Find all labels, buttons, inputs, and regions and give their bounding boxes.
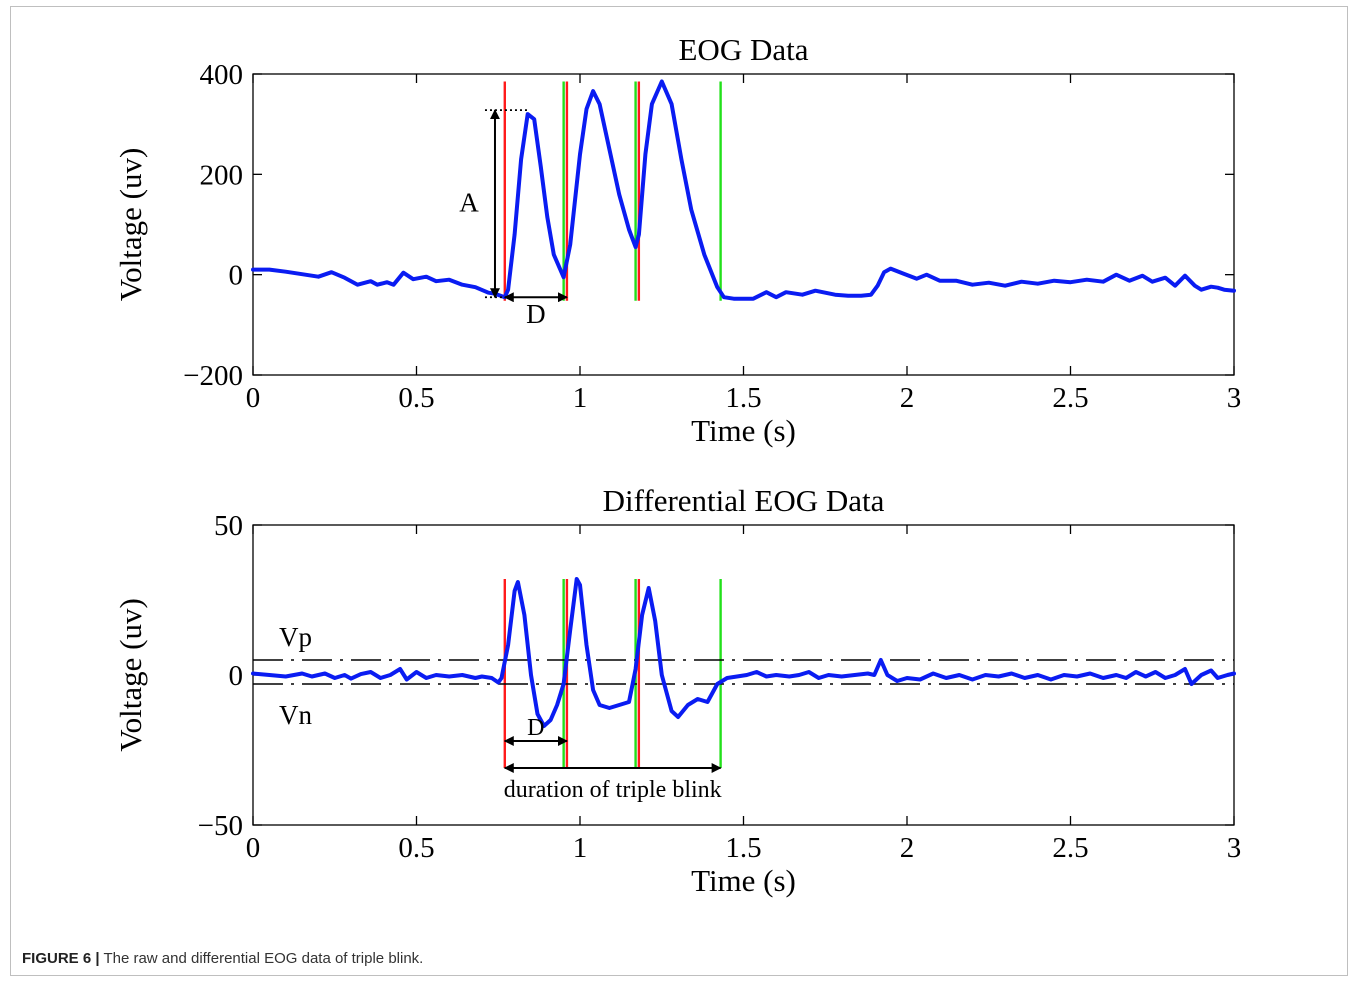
x-tick-label: 1.5 (725, 382, 761, 414)
duration-label: D (526, 299, 546, 329)
plot-area-frame (252, 73, 1235, 376)
chart-title: Differential EOG Data (603, 483, 885, 518)
threshold-label: Vp (279, 622, 312, 652)
x-tick-label: 3 (1227, 382, 1242, 414)
y-tick-label: 200 (200, 159, 244, 191)
x-tick-label: 2 (900, 832, 915, 864)
x-tick-label: 2 (900, 382, 915, 414)
figure-frame (10, 6, 1348, 976)
duration-label: D (527, 715, 544, 741)
x-tick-label: 2.5 (1052, 832, 1088, 864)
y-axis-title: Voltage (uv) (113, 148, 148, 302)
y-axis-title: Voltage (uv) (113, 598, 148, 752)
y-tick-label: 0 (229, 660, 244, 692)
x-tick-label: 2.5 (1052, 382, 1088, 414)
eog-signal-line (251, 577, 1236, 728)
figure-caption: FIGURE 6 | The raw and differential EOG … (22, 950, 423, 967)
amplitude-label: A (459, 188, 479, 218)
y-tick-label: 400 (200, 59, 244, 91)
x-tick-label: 0 (246, 832, 261, 864)
chart-title: EOG Data (679, 32, 809, 67)
x-tick-label: 0.5 (398, 382, 434, 414)
caption-text: The raw and differential EOG data of tri… (99, 950, 424, 967)
x-tick-label: 1.5 (725, 832, 761, 864)
caption-label: FIGURE 6 | (22, 950, 100, 967)
x-tick-label: 1 (573, 832, 588, 864)
y-tick-label: 50 (214, 510, 243, 542)
threshold-label: Vn (279, 700, 312, 730)
x-tick-label: 3 (1227, 832, 1242, 864)
y-tick-label: −200 (183, 360, 243, 392)
x-tick-label: 1 (573, 382, 588, 414)
x-axis-title: Time (s) (691, 863, 796, 898)
x-tick-label: 0 (246, 382, 261, 414)
triple-blink-duration-label: duration of triple blink (504, 777, 722, 803)
y-tick-label: −50 (198, 810, 243, 842)
eog-signal-line (251, 79, 1236, 301)
x-tick-label: 0.5 (398, 832, 434, 864)
x-axis-title: Time (s) (691, 413, 796, 448)
y-tick-label: 0 (229, 260, 244, 292)
